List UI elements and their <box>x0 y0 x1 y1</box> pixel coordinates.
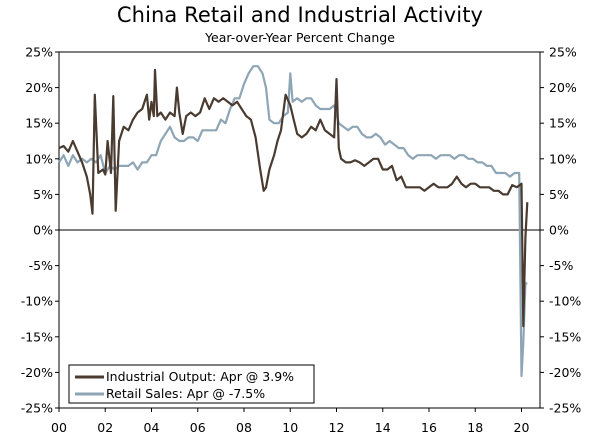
x-tick-label: 20 <box>514 420 530 435</box>
legend-label-retail: Retail Sales: Apr @ -7.5% <box>106 386 265 401</box>
x-tick-label: 06 <box>190 420 206 435</box>
x-tick-label: 10 <box>282 420 298 435</box>
chart-title: China Retail and Industrial Activity <box>116 3 484 27</box>
legend-label-industrial: Industrial Output: Apr @ 3.9% <box>106 369 294 384</box>
y-axis-right: 25% 20% 15% 10% 5% 0% -5% -10% -15% -20% -25% <box>540 45 581 416</box>
y-tick-label-right: 20% <box>549 80 577 95</box>
y-tick-label-left: 5% <box>33 187 53 202</box>
y-tick-label-right: -10% <box>549 294 581 309</box>
series-lines <box>58 65 529 378</box>
y-tick-label-right: 0% <box>549 223 569 238</box>
y-tick-label-right: 25% <box>549 45 577 60</box>
x-tick-label: 18 <box>467 420 483 435</box>
series-line-industrial-output <box>58 68 529 328</box>
legend-box <box>68 364 315 404</box>
y-tick-label-right: -20% <box>549 365 581 380</box>
x-tick-label: 12 <box>329 420 345 435</box>
x-tick-label: 00 <box>51 420 67 435</box>
y-tick-label-left: -15% <box>21 329 53 344</box>
x-tick-label: 02 <box>97 420 113 435</box>
y-tick-label-right: -25% <box>549 401 581 416</box>
x-axis: 00 02 04 06 08 10 12 14 16 18 20 <box>51 408 529 435</box>
legend: Industrial Output: Apr @ 3.9% Retail Sal… <box>68 364 315 404</box>
y-tick-label-left: 25% <box>25 45 53 60</box>
y-tick-label-left: -25% <box>21 401 53 416</box>
x-tick-label: 16 <box>421 420 437 435</box>
y-tick-label-left: 0% <box>33 223 53 238</box>
series-line-retail-sales <box>58 65 528 378</box>
y-tick-label-right: -5% <box>549 258 573 273</box>
x-tick-label: 08 <box>236 420 252 435</box>
y-tick-label-left: 10% <box>25 151 53 166</box>
x-tick-label: 04 <box>144 420 160 435</box>
y-tick-label-left: 15% <box>25 116 53 131</box>
y-tick-label-left: -10% <box>21 294 53 309</box>
y-tick-label-left: 20% <box>25 80 53 95</box>
y-tick-label-right: 10% <box>549 151 577 166</box>
y-tick-label-right: 15% <box>549 116 577 131</box>
y-tick-label-right: -15% <box>549 329 581 344</box>
y-tick-label-left: -20% <box>21 365 53 380</box>
x-tick-label: 14 <box>375 420 391 435</box>
y-tick-label-left: -5% <box>29 258 53 273</box>
chart-subtitle: Year-over-Year Percent Change <box>205 30 395 45</box>
y-tick-label-right: 5% <box>549 187 569 202</box>
y-axis-left: 25% 20% 15% 10% 5% 0% -5% -10% -15% -20% -25% <box>21 45 59 416</box>
